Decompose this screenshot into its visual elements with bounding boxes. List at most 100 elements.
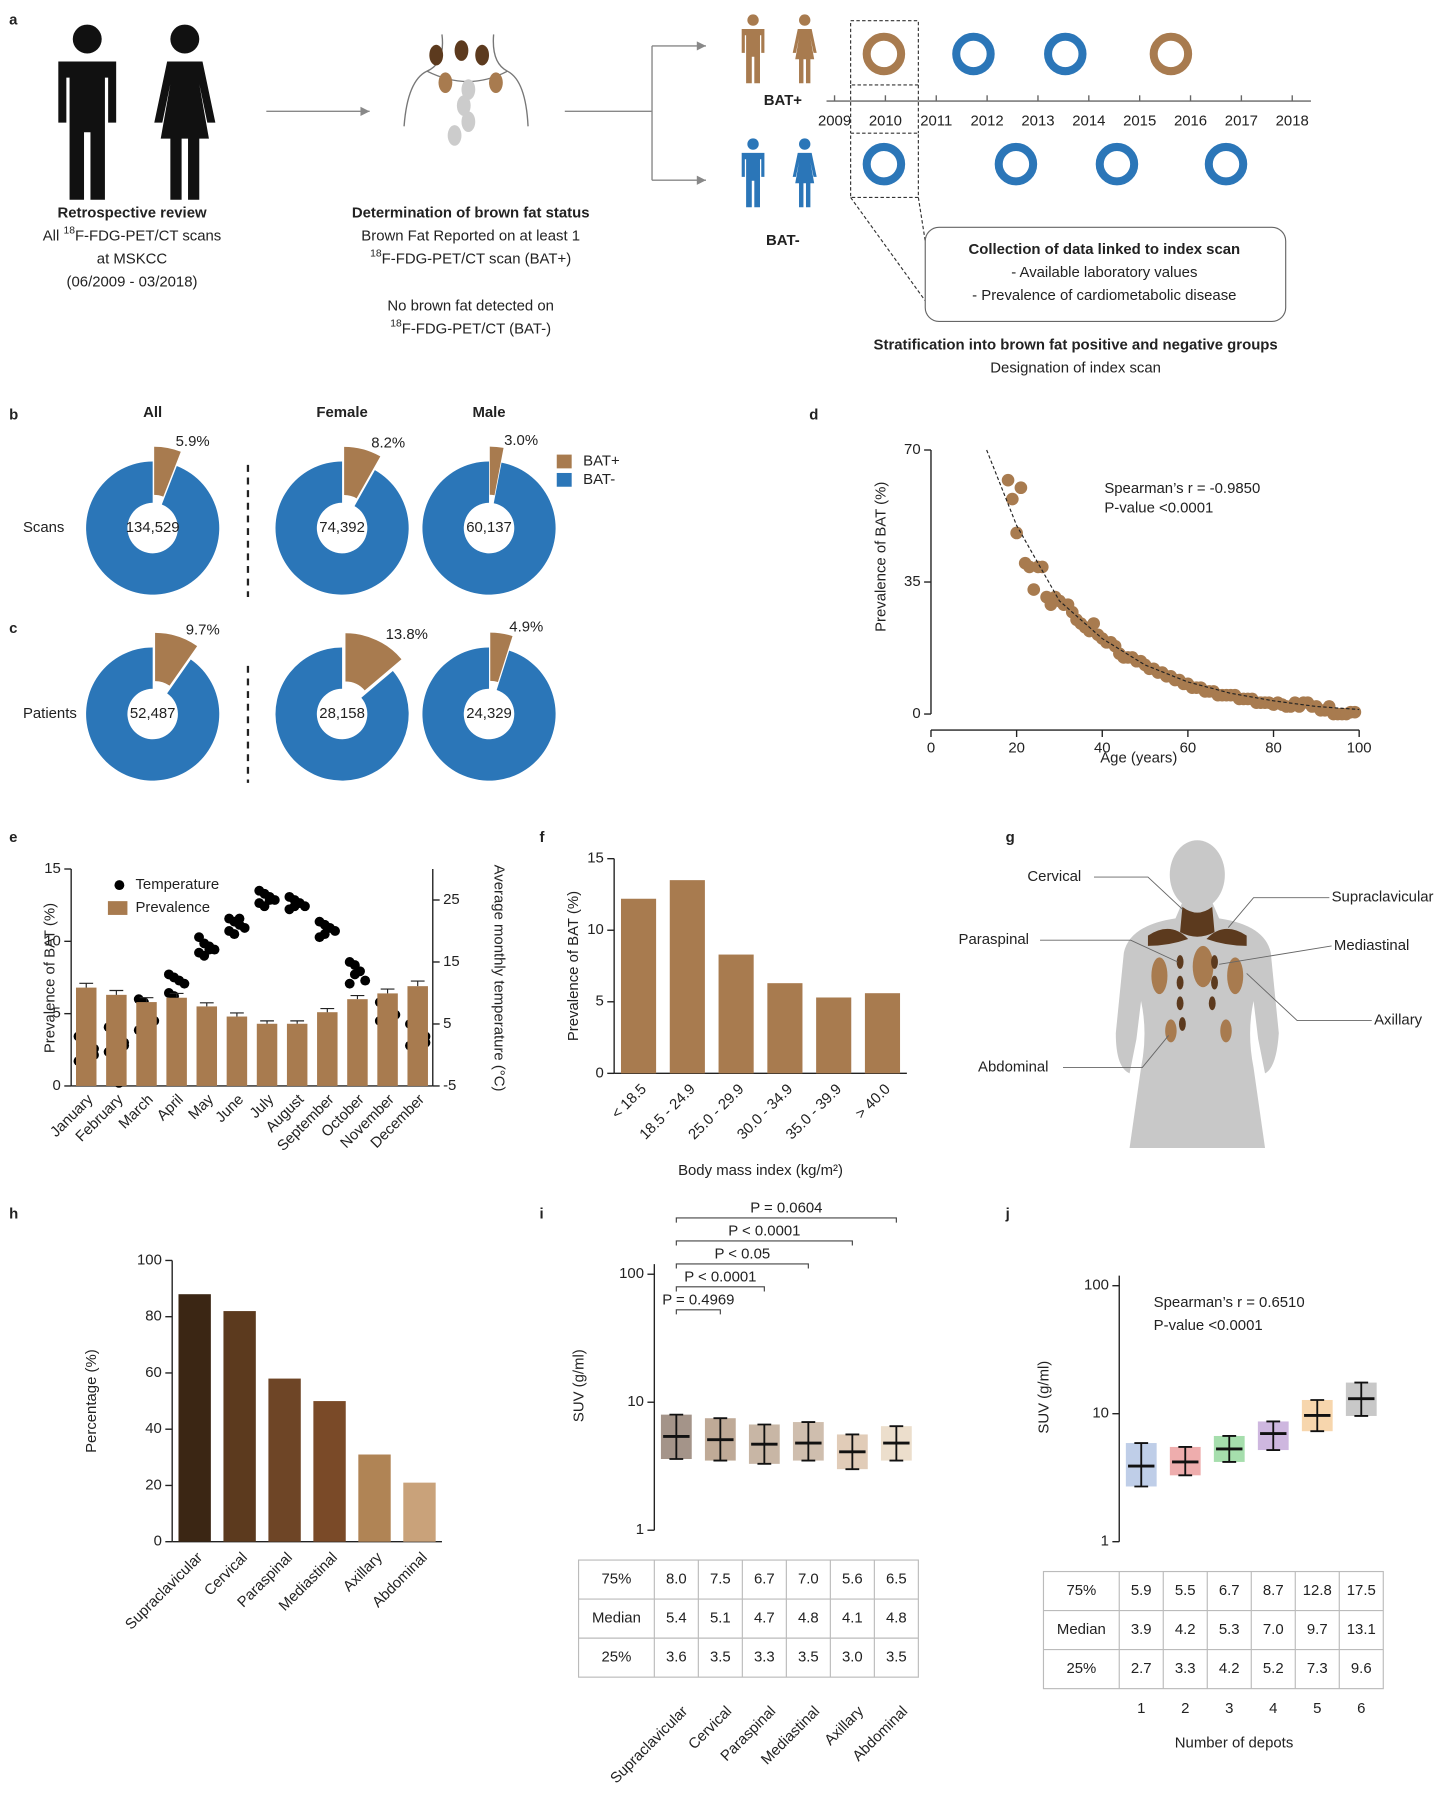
- table-cell: 5.3: [1219, 1621, 1240, 1638]
- caption-text: F-FDG-PET/CT (BAT-): [402, 320, 551, 337]
- point: [1006, 492, 1019, 506]
- superscript: 18: [390, 318, 402, 329]
- y-tick-label: 0: [596, 1064, 604, 1081]
- pie-value-label: 8.2%: [371, 435, 405, 452]
- head: [799, 138, 811, 150]
- bar: [106, 994, 127, 1086]
- fat-depot: [461, 111, 476, 133]
- head: [72, 24, 102, 54]
- y-tick-label: 25: [443, 891, 460, 908]
- leader-line: [1093, 876, 1183, 910]
- scan-ring: [952, 32, 995, 76]
- y-tick-label: 40: [145, 1420, 162, 1437]
- table-cell: 4.2: [1175, 1621, 1196, 1638]
- error-bar: [320, 1008, 335, 1013]
- body: [154, 61, 216, 200]
- y-tick-label: 20: [145, 1476, 162, 1493]
- x-tick-label: 40: [1094, 739, 1111, 756]
- table-row-label: Median: [1057, 1621, 1106, 1638]
- bar: [767, 983, 803, 1074]
- depot-supraclavicular: [1147, 928, 1247, 946]
- column-header: All: [143, 404, 162, 421]
- table-cell: 7.0: [1263, 1621, 1284, 1638]
- arrow-head: [696, 175, 706, 185]
- x-tick-label: Supraclavicular: [122, 1549, 206, 1633]
- man-icon: [741, 138, 765, 208]
- scan-ring: [1204, 142, 1248, 186]
- panel-label: j: [1005, 1205, 1010, 1222]
- y-tick-label: 10: [627, 1393, 644, 1410]
- depot: [1227, 957, 1244, 995]
- y-tick-label: 60: [145, 1364, 162, 1381]
- year-label: 2012: [971, 113, 1004, 130]
- pie-value-label: 9.7%: [186, 622, 220, 639]
- annotation: P-value <0.0001: [1104, 499, 1213, 516]
- fat-depot: [475, 44, 490, 66]
- row-label: Scans: [23, 519, 64, 536]
- y-tick-label: 100: [619, 1265, 644, 1282]
- x-tick-label: April: [154, 1091, 187, 1124]
- table-row-label: 75%: [602, 1571, 632, 1588]
- legend-label: BAT-: [583, 471, 615, 488]
- bar: [407, 986, 428, 1086]
- depot-paraspinal: [1176, 996, 1184, 1011]
- x-tick-label: 1: [1137, 1700, 1145, 1717]
- y-axis-label: Prevalence of BAT (%): [873, 482, 890, 632]
- temperature-point: [289, 901, 300, 912]
- bar: [223, 1311, 256, 1542]
- y-tick-label: 1: [636, 1521, 644, 1538]
- table-cell: 3.5: [886, 1649, 907, 1666]
- temperature-point: [299, 901, 310, 912]
- pie-value-label: 13.8%: [386, 626, 428, 643]
- pie-slice: [86, 647, 220, 781]
- x-tick-label: 20: [1008, 739, 1025, 756]
- caption-text: F-FDG-PET/CT scans: [75, 227, 221, 244]
- error-bar: [260, 1020, 274, 1024]
- table-cell: 2.7: [1131, 1660, 1152, 1677]
- y-tick-label: 80: [145, 1308, 162, 1325]
- bar: [377, 993, 398, 1086]
- caption-line: (06/2009 - 03/2018): [67, 273, 198, 290]
- y-tick-label: 10: [1092, 1405, 1109, 1422]
- bar: [317, 1012, 338, 1086]
- body-label: Supraclavicular: [1332, 889, 1434, 906]
- body: [741, 28, 765, 84]
- legend-swatch: [107, 901, 128, 915]
- y-axis-label: Prevalence of BAT (%): [41, 903, 58, 1053]
- year-label: 2015: [1123, 113, 1156, 130]
- x-tick-label: 0: [927, 739, 935, 756]
- y-tick-label: -5: [443, 1077, 456, 1094]
- legend-label: Temperature: [135, 876, 219, 893]
- fat-depot: [489, 72, 503, 93]
- bar: [669, 880, 705, 1074]
- fat-depot: [454, 40, 469, 61]
- group-label: BAT+: [764, 92, 803, 109]
- body-silhouette: [1115, 902, 1279, 1148]
- pie-slice: [86, 461, 220, 595]
- caption-line: 18F-FDG-PET/CT scan (BAT+): [370, 248, 571, 267]
- legend-marker: [114, 880, 125, 891]
- legend-label: Prevalence: [135, 899, 210, 916]
- pie-slice: [344, 446, 381, 499]
- superscript: 18: [370, 248, 382, 259]
- table-cell: 6.7: [1219, 1582, 1240, 1599]
- depot-paraspinal: [1178, 1017, 1186, 1031]
- caption-line: Designation of index scan: [990, 359, 1161, 376]
- comparison-bracket: [675, 1309, 721, 1315]
- x-tick-label: March: [115, 1091, 156, 1132]
- comparison-label: P < 0.0001: [684, 1269, 756, 1286]
- scan-ring: [862, 32, 906, 76]
- error-bar: [199, 1002, 214, 1007]
- y-tick-label: 35: [904, 573, 921, 590]
- index-box: [850, 20, 919, 86]
- error-bar: [109, 989, 124, 995]
- bar: [358, 1454, 391, 1542]
- y-tick-label: 5: [53, 1005, 61, 1022]
- comparison-bracket: [675, 1217, 897, 1223]
- table-cell: 13.1: [1347, 1621, 1376, 1638]
- y-tick-label: 70: [904, 441, 921, 458]
- x-tick-label: > 40.0: [852, 1081, 894, 1123]
- head: [747, 138, 759, 150]
- iqr-whisker: [801, 1421, 816, 1462]
- table-cell: 4.2: [1219, 1660, 1240, 1677]
